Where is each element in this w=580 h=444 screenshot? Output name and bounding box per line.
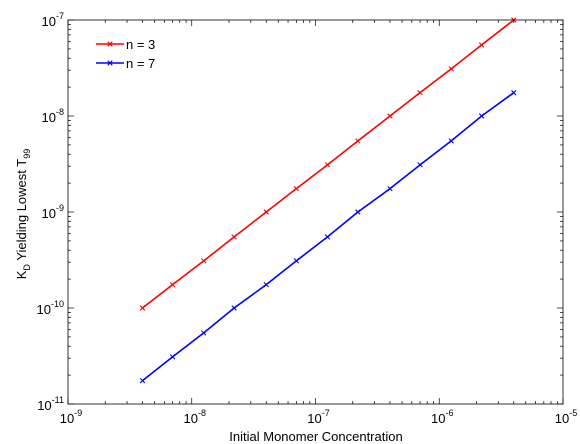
legend-marker-2 <box>107 60 113 66</box>
x-tick-label: 10-9 <box>60 408 82 426</box>
data-point <box>355 209 361 215</box>
legend-label-1: n = 3 <box>126 37 155 52</box>
tick-base: 10 <box>37 398 51 413</box>
data-point <box>355 138 361 144</box>
x-tick-label: 10-8 <box>184 408 206 426</box>
x-tick-label: 10-6 <box>431 408 453 426</box>
tick-exponent: -8 <box>56 107 64 117</box>
tick-base: 10 <box>37 302 51 317</box>
data-point <box>478 42 485 48</box>
data-point <box>169 354 176 360</box>
y-axis-label-k: K <box>14 270 29 279</box>
x-tick-label: 10-5 <box>555 408 577 426</box>
tick-base: 10 <box>42 110 56 125</box>
tick-exponent: -7 <box>322 408 330 418</box>
tick-exponent: -7 <box>56 11 64 21</box>
x-axis-label: Initial Monomer Concentration <box>229 429 402 444</box>
tick-base: 10 <box>60 411 74 426</box>
data-point <box>169 281 176 288</box>
data-point <box>139 377 146 384</box>
data-point <box>201 258 207 264</box>
y-tick-label: 10-7 <box>42 11 64 29</box>
legend-label-2: n = 7 <box>126 56 155 71</box>
data-point <box>417 162 423 168</box>
tick-base: 10 <box>42 14 56 29</box>
y-tick-label: 10-11 <box>37 395 64 413</box>
data-point <box>293 258 300 264</box>
data-point <box>511 89 517 96</box>
y-axis-label-k-sub: D <box>22 264 32 271</box>
data-point <box>139 305 146 311</box>
tick-exponent: -6 <box>445 408 453 418</box>
data-point <box>263 209 269 215</box>
tick-base: 10 <box>431 411 445 426</box>
tick-base: 10 <box>307 411 321 426</box>
data-point <box>231 234 237 240</box>
tick-exponent: -9 <box>56 203 64 213</box>
data-point <box>293 185 300 192</box>
y-tick-label: 10-9 <box>42 203 64 221</box>
tick-base: 10 <box>555 411 569 426</box>
data-point <box>387 113 393 119</box>
data-point <box>448 66 454 72</box>
data-point <box>417 89 423 96</box>
data-point <box>231 305 237 311</box>
plot-area <box>68 20 563 404</box>
tick-base: 10 <box>42 206 56 221</box>
tick-exponent: -9 <box>74 408 82 418</box>
tick-exponent: -8 <box>198 408 206 418</box>
tick-exponent: -11 <box>52 395 64 405</box>
legend-marker-1 <box>107 41 113 47</box>
tick-base: 10 <box>184 411 198 426</box>
x-tick-label: 10-7 <box>307 408 329 426</box>
data-point <box>324 234 331 240</box>
data-point <box>448 138 454 144</box>
data-point <box>478 113 485 119</box>
y-tick-label: 10-8 <box>42 107 64 125</box>
tick-exponent: -10 <box>51 299 64 309</box>
data-point <box>263 281 269 288</box>
y-axis-label: KD Yielding Lowest T99 <box>14 149 32 279</box>
data-point <box>324 162 331 168</box>
y-tick-label: 10-10 <box>37 299 64 317</box>
data-point <box>201 330 207 336</box>
tick-exponent: -5 <box>569 408 577 418</box>
data-point <box>387 185 393 192</box>
y-axis-label-middle: Yielding Lowest T <box>14 159 29 264</box>
y-axis-label-t-sub: 99 <box>22 149 32 159</box>
